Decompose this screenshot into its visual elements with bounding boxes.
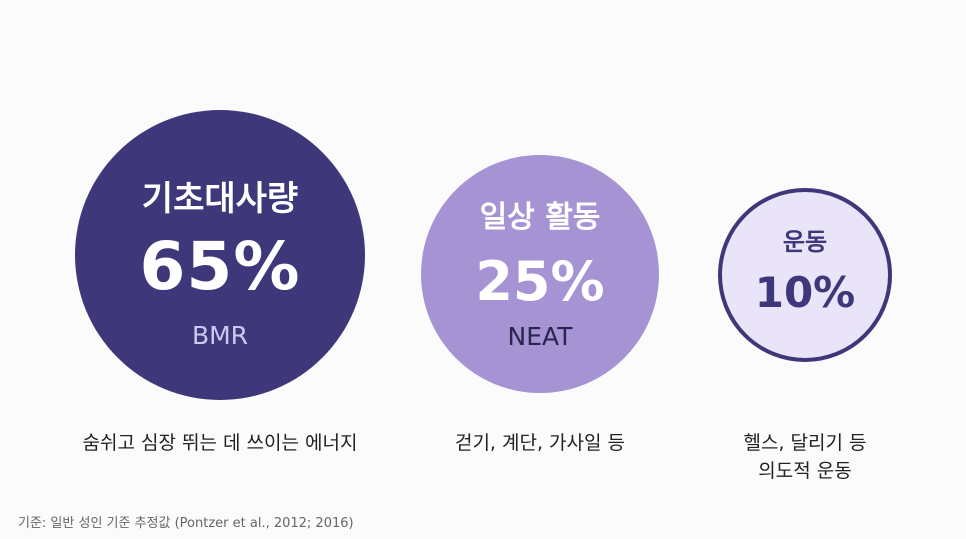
exercise-caption-line2: 의도적 운동	[758, 460, 852, 482]
bmr-caption-text: 숨쉬고 심장 뛰는 데 쓰이는 에너지	[82, 432, 358, 454]
neat-title: 일상 활동	[479, 200, 601, 235]
neat-percent: 25%	[475, 250, 605, 313]
exercise-caption: 헬스, 달리기 등 의도적 운동	[705, 429, 905, 485]
neat-caption: 걷기, 계단, 가사일 등	[390, 429, 690, 457]
bmr-title: 기초대사량	[141, 179, 299, 219]
exercise-percent: 10%	[754, 268, 856, 317]
exercise-circle: 운동 10%	[718, 188, 892, 362]
neat-abbreviation: NEAT	[507, 322, 573, 351]
exercise-caption-line1: 헬스, 달리기 등	[743, 432, 867, 454]
neat-caption-text: 걷기, 계단, 가사일 등	[454, 432, 626, 454]
bmr-percent: 65%	[139, 228, 301, 305]
neat-circle: 일상 활동 25% NEAT	[421, 155, 659, 393]
bmr-caption: 숨쉬고 심장 뛰는 데 쓰이는 에너지	[20, 429, 420, 457]
source-footnote: 기준: 일반 성인 기준 추정값 (Pontzer et al., 2012; …	[18, 516, 354, 531]
bmr-abbreviation: BMR	[191, 321, 249, 350]
bmr-circle: 기초대사량 65% BMR	[75, 110, 365, 400]
exercise-title: 운동	[782, 228, 828, 256]
